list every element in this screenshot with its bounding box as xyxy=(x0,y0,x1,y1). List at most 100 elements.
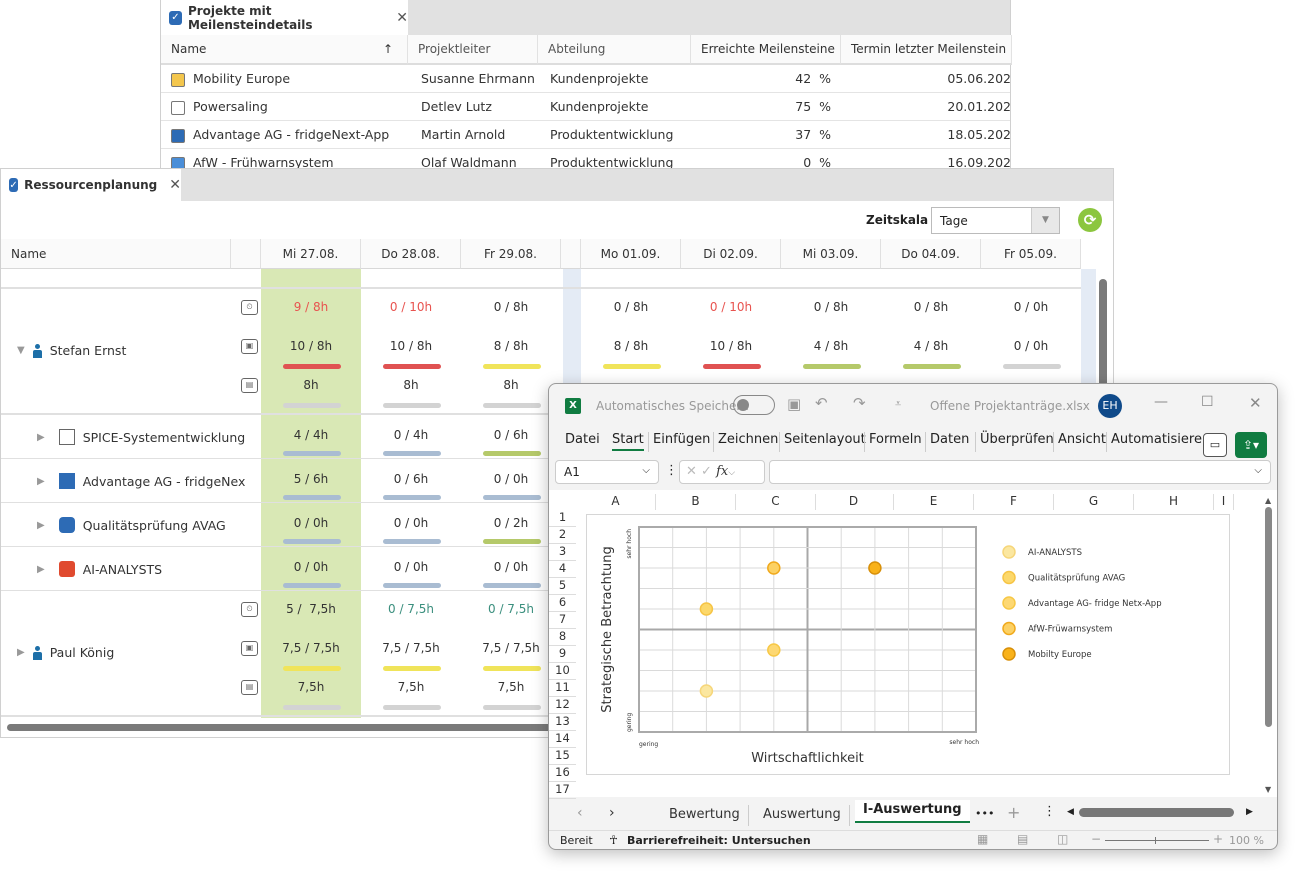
row-header[interactable]: 17 xyxy=(549,782,576,799)
ribbon-tab[interactable]: Überprüfen xyxy=(980,432,1054,447)
data-point[interactable] xyxy=(767,643,781,657)
row-header[interactable]: 5 xyxy=(549,578,576,595)
function-icon[interactable]: fx xyxy=(716,464,729,479)
collapse-icon[interactable]: ▼ xyxy=(17,345,25,356)
col-header-day[interactable]: Di 02.09. xyxy=(681,239,781,269)
col-header-day[interactable]: Do 04.09. xyxy=(881,239,981,269)
sheet-tab[interactable]: Bewertung xyxy=(661,805,749,826)
page-layout-icon[interactable]: ▤ xyxy=(1017,832,1029,846)
chevron-down-icon[interactable]: ⌵ xyxy=(642,465,650,476)
zoom-out-icon[interactable]: − xyxy=(1091,832,1102,846)
ribbon-tab[interactable]: Einfügen xyxy=(653,432,711,447)
scroll-left-icon[interactable]: ◀ xyxy=(1067,807,1074,817)
expand-icon[interactable]: ▶ xyxy=(37,431,45,443)
person-row[interactable]: ▶ Paul König xyxy=(17,645,114,660)
close-icon[interactable]: ✕ xyxy=(396,9,408,26)
zeitskala-select[interactable]: Tage ▼ xyxy=(931,207,1060,234)
column-header[interactable]: I xyxy=(1214,494,1234,510)
col-header-lead[interactable]: Projektleiter xyxy=(408,35,538,65)
close-icon[interactable]: ✕ xyxy=(1249,394,1262,412)
row-header[interactable]: 7 xyxy=(549,612,576,629)
column-header[interactable]: G xyxy=(1054,494,1134,510)
zoom-in-icon[interactable]: + xyxy=(1213,832,1224,846)
data-point[interactable] xyxy=(767,561,781,575)
maximize-icon[interactable]: ☐ xyxy=(1201,394,1214,410)
project-row[interactable]: ▶ SPICE-Systementwicklung xyxy=(37,429,245,445)
prev-sheet-icon[interactable]: ‹ xyxy=(577,805,583,821)
scroll-right-icon[interactable]: ▶ xyxy=(1246,807,1253,817)
share-icon[interactable]: ⇪▾ xyxy=(1235,432,1267,458)
data-point[interactable] xyxy=(699,602,714,616)
row-header[interactable]: 8 xyxy=(549,629,576,646)
more-sheets-icon[interactable]: ••• xyxy=(975,807,995,820)
enter-icon[interactable]: ✓ xyxy=(701,464,712,479)
row-header[interactable]: 10 xyxy=(549,663,576,680)
formula-input[interactable]: ⌵ xyxy=(769,460,1271,484)
close-icon[interactable]: ✕ xyxy=(169,177,181,193)
row-header[interactable]: 9 xyxy=(549,646,576,663)
col-header-name[interactable]: Name ↑ xyxy=(161,35,408,65)
column-header[interactable]: F xyxy=(974,494,1054,510)
vertical-scrollbar[interactable]: ▲ ▼ xyxy=(1265,496,1272,794)
table-row[interactable]: Advantage AG - fridgeNext-App Martin Arno… xyxy=(161,121,1011,149)
sheet-tab[interactable]: I-Auswertung xyxy=(855,800,970,823)
row-header[interactable]: 12 xyxy=(549,697,576,714)
cancel-icon[interactable]: ✕ xyxy=(686,464,697,479)
ribbon-tab[interactable]: Ansicht xyxy=(1058,432,1107,447)
col-header-name[interactable]: Name xyxy=(1,239,231,269)
ribbon-tab[interactable]: Formeln xyxy=(869,432,922,447)
row-header[interactable]: 4 xyxy=(549,561,576,578)
col-header-day[interactable]: Mi 03.09. xyxy=(781,239,881,269)
customize-qat-icon[interactable]: ⩡ xyxy=(895,397,902,410)
row-header[interactable]: 11 xyxy=(549,680,576,697)
chevron-down-icon[interactable]: ⌵ xyxy=(1254,465,1262,476)
sheet-tab[interactable]: Auswertung xyxy=(755,805,850,826)
ribbon-tab[interactable]: Datei xyxy=(565,432,600,447)
accessibility-status[interactable]: Barrierefreiheit: Untersuchen xyxy=(627,834,811,847)
avatar[interactable]: EH xyxy=(1098,394,1122,418)
autosave-toggle[interactable] xyxy=(733,395,775,415)
horizontal-scrollbar[interactable] xyxy=(1079,808,1234,817)
chart[interactable]: Wirtschaftlichkeit Strategische Betrachtu… xyxy=(586,514,1230,775)
project-row[interactable]: ▶ AI-ANALYSTS xyxy=(37,561,162,577)
column-header[interactable]: E xyxy=(894,494,974,510)
zoom-slider[interactable] xyxy=(1105,837,1209,844)
col-header-day[interactable]: Fr 05.09. xyxy=(981,239,1081,269)
table-row[interactable]: Powersaling Detlev Lutz Kundenprojekte 75 %… xyxy=(161,93,1011,121)
add-sheet-icon[interactable]: + xyxy=(1007,803,1021,822)
column-header[interactable]: A xyxy=(576,494,656,510)
file-name[interactable]: Offene Projektanträge.xlsx xyxy=(930,399,1090,413)
col-header-day[interactable]: Mi 27.08. xyxy=(261,239,361,269)
project-row[interactable]: ▶ Advantage AG - fridgeNex xyxy=(37,473,245,489)
normal-view-icon[interactable]: ▦ xyxy=(977,832,989,846)
page-break-icon[interactable]: ◫ xyxy=(1057,832,1069,846)
row-header[interactable]: 15 xyxy=(549,748,576,765)
col-header-day[interactable]: Fr 29.08. xyxy=(461,239,561,269)
column-header[interactable]: D xyxy=(814,494,894,510)
col-header-date[interactable]: Termin letzter Meilenstein xyxy=(841,35,1012,65)
row-header[interactable]: 3 xyxy=(549,544,576,561)
expand-icon[interactable]: ▶ xyxy=(37,475,45,487)
ribbon-tab[interactable]: Start xyxy=(612,432,644,451)
row-header[interactable]: 16 xyxy=(549,765,576,782)
more-options-icon[interactable]: ⋮ xyxy=(1043,804,1056,819)
tab-projects[interactable]: ✓ Projekte mit Meilensteindetails ✕ xyxy=(161,0,408,35)
minimize-icon[interactable]: — xyxy=(1154,394,1168,410)
expand-icon[interactable]: ▶ xyxy=(17,647,25,658)
more-options-icon[interactable]: ⋮ xyxy=(665,463,678,478)
data-point[interactable] xyxy=(868,561,882,575)
table-row[interactable]: Mobility Europe Susanne Ehrmann Kundenproj… xyxy=(161,65,1011,93)
col-header-milestones[interactable]: Erreichte Meilensteine xyxy=(691,35,841,65)
expand-icon[interactable]: ▶ xyxy=(37,519,45,531)
name-box[interactable]: A1 ⌵ xyxy=(555,460,659,484)
project-row[interactable]: ▶ Qualitätsprüfung AVAG xyxy=(37,517,226,533)
undo-icon[interactable]: ↶ xyxy=(815,394,828,412)
refresh-icon[interactable]: ⟳ xyxy=(1078,208,1102,232)
next-sheet-icon[interactable]: › xyxy=(609,805,615,821)
data-point[interactable] xyxy=(699,684,714,698)
chevron-down-icon[interactable]: ▼ xyxy=(1031,208,1059,233)
column-header[interactable]: H xyxy=(1134,494,1214,510)
ribbon-tab[interactable]: Zeichnen xyxy=(718,432,779,447)
ribbon-tab[interactable]: Daten xyxy=(930,432,970,447)
row-header[interactable]: 6 xyxy=(549,595,576,612)
